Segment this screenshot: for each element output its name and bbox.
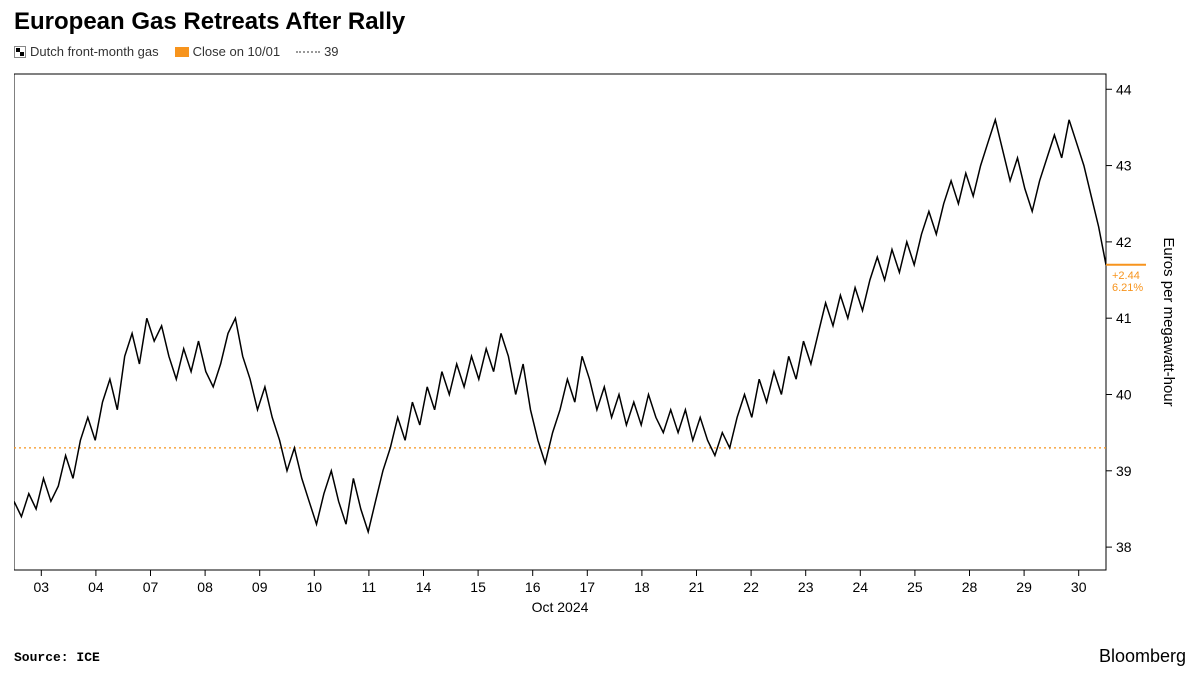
svg-text:03: 03 xyxy=(34,579,50,595)
chart-area: 38 39 40 41 42 43 44 Euros per megawatt-hour 03 0… xyxy=(14,70,1186,630)
svg-text:14: 14 xyxy=(416,579,432,595)
brand-label: Bloomberg xyxy=(1099,646,1186,667)
svg-text:22: 22 xyxy=(743,579,759,595)
svg-text:44: 44 xyxy=(1116,81,1132,97)
svg-text:07: 07 xyxy=(143,579,159,595)
svg-text:23: 23 xyxy=(798,579,814,595)
svg-text:40: 40 xyxy=(1116,386,1132,402)
svg-text:+2.44: +2.44 xyxy=(1112,270,1140,282)
svg-text:30: 30 xyxy=(1071,579,1087,595)
svg-text:16: 16 xyxy=(525,579,541,595)
svg-text:41: 41 xyxy=(1116,310,1132,326)
legend-ref-label: 39 xyxy=(324,44,338,59)
legend-close-label: Close on 10/01 xyxy=(193,44,280,59)
svg-text:24: 24 xyxy=(853,579,869,595)
svg-text:15: 15 xyxy=(470,579,486,595)
svg-text:18: 18 xyxy=(634,579,650,595)
svg-text:04: 04 xyxy=(88,579,104,595)
svg-text:09: 09 xyxy=(252,579,268,595)
legend-swatch-ref-icon xyxy=(296,51,320,53)
legend-series-label: Dutch front-month gas xyxy=(30,44,159,59)
chart-title: European Gas Retreats After Rally xyxy=(0,0,1200,40)
svg-text:28: 28 xyxy=(962,579,978,595)
svg-text:17: 17 xyxy=(580,579,596,595)
svg-text:38: 38 xyxy=(1116,539,1132,555)
svg-text:10: 10 xyxy=(307,579,323,595)
svg-text:25: 25 xyxy=(907,579,923,595)
svg-text:42: 42 xyxy=(1116,234,1132,250)
svg-text:29: 29 xyxy=(1016,579,1032,595)
svg-text:Oct 2024: Oct 2024 xyxy=(532,599,589,615)
svg-text:6.21%: 6.21% xyxy=(1112,282,1143,294)
legend-swatch-series-icon xyxy=(14,46,26,58)
svg-text:08: 08 xyxy=(197,579,213,595)
legend: Dutch front-month gas Close on 10/01 39 xyxy=(0,40,1200,63)
svg-text:39: 39 xyxy=(1116,463,1132,479)
svg-text:21: 21 xyxy=(689,579,705,595)
legend-swatch-close-icon xyxy=(175,47,189,57)
source-label: Source: ICE xyxy=(14,650,100,665)
svg-text:Euros per megawatt-hour: Euros per megawatt-hour xyxy=(1160,237,1177,406)
svg-text:43: 43 xyxy=(1116,158,1132,174)
svg-text:11: 11 xyxy=(362,579,377,595)
